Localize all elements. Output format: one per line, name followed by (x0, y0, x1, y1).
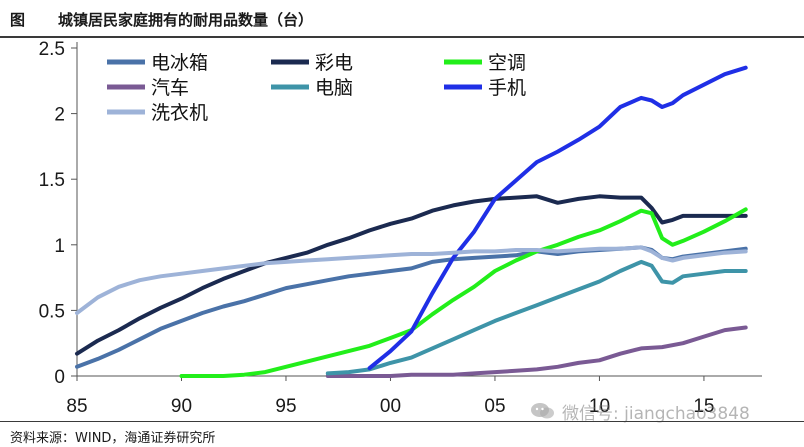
x-tick-label: 90 (171, 396, 192, 417)
legend-label: 汽车 (151, 77, 189, 99)
source-note: 资料来源：WIND，海通证券研究所 (10, 431, 216, 446)
x-tick-label: 85 (66, 396, 87, 417)
legend-label: 电脑 (315, 77, 353, 99)
chart-header: 图 城镇居民家庭拥有的耐用品数量（台） (0, 0, 804, 38)
y-tick-label: 0 (54, 367, 65, 388)
x-tick-label: 10 (589, 396, 610, 417)
watermark-text: 微信号: jiangchao3848 (562, 403, 750, 424)
y-tick-label: 1.5 (39, 170, 65, 191)
x-tick-label: 05 (484, 396, 505, 417)
legend-label: 彩电 (315, 52, 353, 74)
y-tick-label: 2.5 (39, 39, 65, 60)
series-line-洗衣机 (75, 245, 748, 315)
figure-label: 图 (10, 11, 26, 29)
series-line-电脑 (325, 259, 748, 376)
legend-label: 洗衣机 (151, 102, 208, 124)
series-layer (75, 65, 748, 378)
header-divider (0, 36, 804, 38)
axes: 0 0.5 1 1.5 2 2.5 85 90 95 00 05 10 15 (39, 39, 762, 417)
y-tick-label: 0.5 (39, 301, 65, 322)
wechat-icon (531, 403, 554, 419)
legend-label: 手机 (488, 77, 526, 99)
watermark: 微信号: jiangchao3848 (530, 398, 750, 424)
y-tick-label: 1 (54, 236, 65, 257)
legend-label: 空调 (488, 52, 526, 74)
x-tick-label: 95 (275, 396, 296, 417)
legend-label: 电冰箱 (151, 52, 208, 74)
x-tick-label: 15 (693, 396, 714, 417)
series-line-彩电 (75, 194, 748, 356)
series-line-手机 (367, 65, 748, 371)
series-line-空调 (179, 207, 748, 378)
series-line-汽车 (325, 325, 748, 378)
y-tick-label: 2 (54, 105, 65, 126)
footer-divider (0, 421, 804, 422)
chart-title: 城镇居民家庭拥有的耐用品数量（台） (58, 11, 314, 29)
x-tick-label: 00 (380, 396, 401, 417)
